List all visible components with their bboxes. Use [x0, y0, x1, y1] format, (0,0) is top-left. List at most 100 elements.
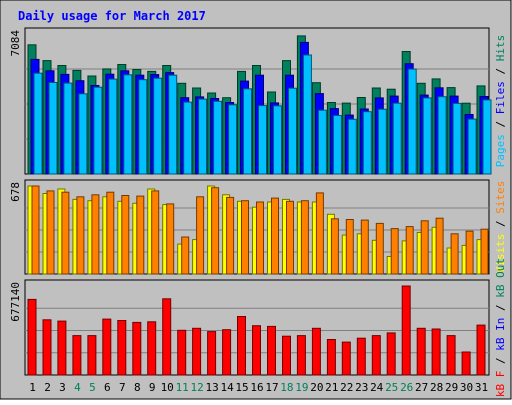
day-label: 16 [250, 381, 263, 394]
bar-pages-day-23 [362, 111, 372, 175]
legend-sep: / [494, 298, 507, 318]
bar-kb-f-day-12 [192, 327, 202, 376]
bar-pages-day-7 [123, 74, 133, 175]
legend-sites: Sites [494, 181, 507, 214]
y-max-label: 7084 [9, 30, 22, 57]
legend-sep: / [494, 114, 507, 134]
day-label: 9 [149, 381, 156, 394]
bar-sites-day-25 [390, 228, 399, 275]
panel-legend: Visits / Sites [494, 181, 507, 274]
bar-sites-day-3 [61, 191, 70, 275]
bar-pages-day-25 [392, 102, 402, 175]
bar-sites-day-11 [181, 236, 190, 275]
bar-pages-day-17 [273, 105, 282, 175]
bar-sites-day-1 [31, 185, 40, 275]
bar-kb-f-day-19 [296, 335, 306, 376]
legend-files: Files [494, 81, 507, 114]
day-label: 25 [385, 381, 398, 394]
panel-legend: Pages / Files / Hits [494, 35, 507, 168]
day-label: 2 [44, 381, 51, 394]
bar-kb-f-day-24 [371, 335, 381, 376]
bar-kb-f-day-9 [147, 321, 157, 376]
bar-sites-day-15 [241, 200, 249, 275]
bar-kb-f-day-14 [222, 329, 232, 376]
bar-pages-day-20 [317, 109, 327, 175]
bar-sites-day-29 [450, 233, 459, 275]
bar-sites-day-4 [76, 196, 85, 275]
day-label: 15 [235, 381, 248, 394]
bar-sites-day-7 [121, 195, 130, 275]
bar-sites-day-13 [211, 187, 220, 275]
bar-sites-day-6 [106, 191, 115, 275]
bar-sites-day-9 [151, 190, 160, 275]
legend-hits: Hits [494, 35, 507, 62]
bar-kb-f-day-4 [72, 335, 82, 376]
bar-sites-day-16 [256, 201, 264, 275]
bar-sites-day-31 [480, 228, 489, 275]
bar-kb-f-day-28 [431, 328, 441, 376]
day-label: 24 [370, 381, 384, 394]
day-label: 26 [400, 381, 413, 394]
legend-kb_out: kB Out [494, 258, 507, 298]
day-label: 29 [445, 381, 458, 394]
bar-pages-day-24 [377, 108, 387, 175]
bar-pages-day-11 [183, 101, 193, 175]
bar-pages-day-28 [437, 96, 447, 175]
bar-pages-day-1 [33, 72, 43, 175]
bar-kb-f-day-8 [132, 321, 142, 376]
chart-panels: 7084 Pages / Files / Hits 678 Visits / Site… [9, 27, 507, 397]
bar-pages-day-22 [347, 118, 357, 175]
bar-kb-f-day-16 [252, 325, 261, 376]
y-max-label: 677140 [9, 282, 22, 322]
day-label: 6 [104, 381, 111, 394]
legend-pages: Pages [494, 134, 507, 167]
bar-pages-day-13 [213, 100, 223, 175]
bar-pages-day-2 [48, 82, 58, 175]
bar-sites-day-10 [166, 203, 175, 275]
bar-sites-day-18 [286, 200, 294, 275]
day-label: 22 [340, 381, 353, 394]
bar-kb-f-day-1 [27, 298, 37, 376]
legend-sep: / [494, 61, 507, 81]
bar-sites-day-20 [315, 192, 324, 275]
panel-legend: kB F / kB In / kB Out [494, 258, 507, 397]
bar-sites-day-8 [136, 195, 145, 275]
bar-kb-f-day-18 [282, 335, 291, 376]
y-max-label: 678 [9, 182, 22, 202]
bar-sites-day-24 [375, 222, 384, 275]
bar-kb-f-day-15 [237, 316, 246, 376]
day-label: 12 [190, 381, 203, 394]
bar-kb-f-day-27 [416, 327, 426, 376]
bar-sites-day-26 [405, 226, 414, 275]
legend-sep: / [494, 351, 507, 371]
bar-kb-f-day-25 [386, 332, 396, 376]
day-label: 7 [119, 381, 126, 394]
bar-pages-day-16 [258, 105, 267, 175]
bar-kb-f-day-11 [177, 329, 187, 376]
chart-title: Daily usage for March 2017 [18, 9, 206, 23]
bar-kb-f-day-7 [117, 320, 127, 376]
bar-sites-day-21 [330, 218, 339, 275]
bar-pages-day-31 [482, 99, 492, 175]
bar-pages-day-21 [332, 115, 342, 175]
bar-pages-day-3 [63, 82, 73, 175]
bar-sites-day-12 [196, 196, 205, 275]
legend-sep: / [494, 214, 507, 234]
day-label: 13 [205, 381, 218, 394]
bar-kb-f-day-23 [356, 337, 366, 376]
bar-sites-day-17 [271, 197, 279, 275]
bar-pages-day-5 [93, 86, 103, 175]
bar-kb-f-day-5 [87, 335, 97, 376]
bar-sites-day-22 [345, 219, 354, 275]
bar-kb-f-day-6 [102, 318, 112, 376]
day-label: 23 [355, 381, 368, 394]
bar-pages-day-9 [153, 77, 163, 175]
day-label: 19 [295, 381, 308, 394]
bar-kb-f-day-20 [311, 327, 321, 376]
bar-sites-day-19 [300, 200, 309, 275]
panel-kbytes: 677140 kB F / kB In / kB Out [9, 258, 507, 397]
legend-visits: Visits [494, 234, 507, 274]
day-label: 27 [415, 381, 428, 394]
